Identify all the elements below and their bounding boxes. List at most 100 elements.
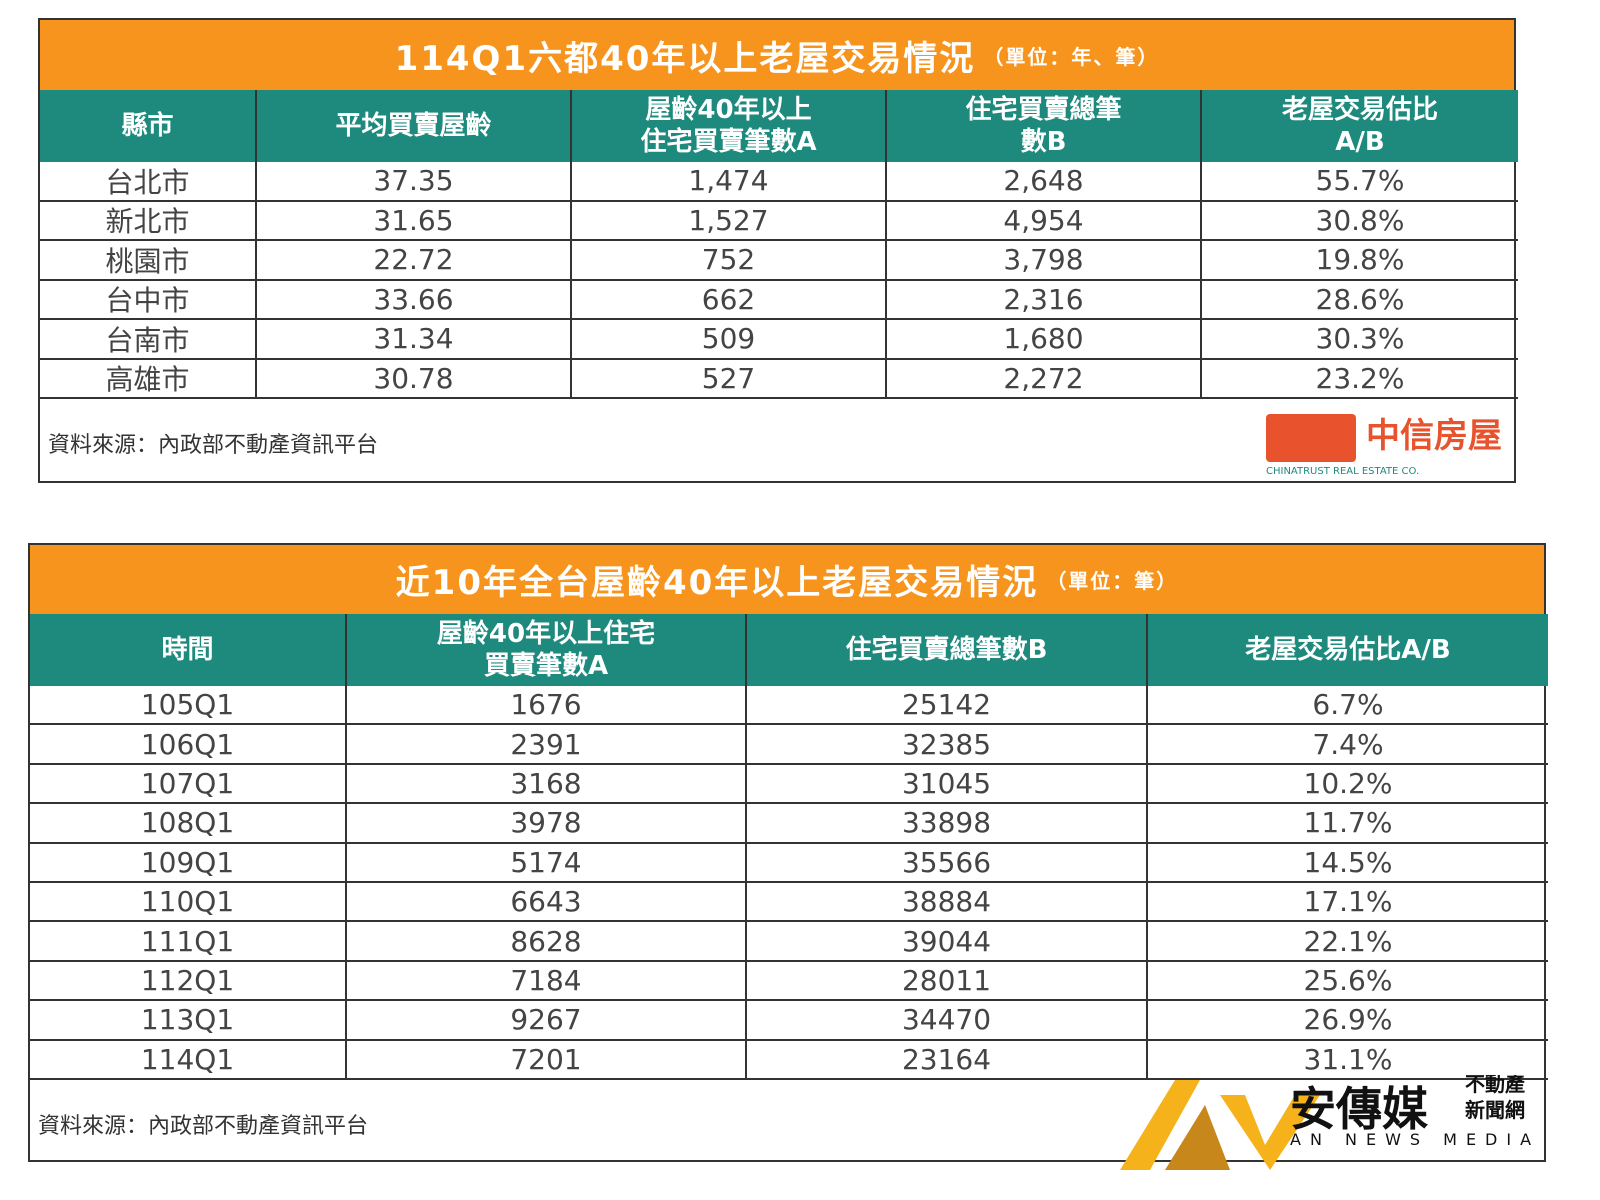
header-line: A/B [1335, 127, 1385, 157]
table: 近10年全台屋齡40年以上老屋交易情況 （單位：筆） 時間 屋齡40年以上住宅 買賣筆數… [28, 543, 1548, 1162]
table-cell: 509 [572, 320, 887, 360]
table-cell: 107Q1 [30, 764, 347, 805]
table-cell: 台北市 [40, 162, 257, 202]
table-cell: 9267 [347, 1001, 747, 1041]
table-cell: 17.1% [1148, 883, 1548, 923]
header-line: 平均買賣屋齡 [335, 111, 492, 141]
table-cell: 2,316 [887, 280, 1202, 320]
header-cell: 平均買賣屋齡 [257, 90, 572, 162]
table-cell: 55.7% [1202, 162, 1518, 202]
header-cell: 住宅買賣總筆數B [887, 90, 1202, 162]
header-line: 老屋交易估比A/B [1245, 635, 1451, 665]
header-line: 買賣筆數A [483, 651, 609, 681]
wm-name: 安傳媒 [1290, 1082, 1429, 1136]
table-cell: 25142 [747, 686, 1148, 726]
header-line: 時間 [161, 635, 214, 665]
logo-name: 中信房屋 [1366, 416, 1502, 456]
table-cell: 11.7% [1148, 804, 1548, 844]
logo-icon [1266, 414, 1356, 462]
table-cell: 2,272 [887, 359, 1202, 399]
table-cell: 30.8% [1202, 202, 1518, 241]
table-cell: 38884 [747, 883, 1148, 923]
table-cell: 31.65 [257, 201, 572, 241]
table-cell: 31.1% [1148, 1041, 1548, 1080]
table-cell: 33.66 [257, 280, 572, 320]
table-cell: 8628 [347, 922, 747, 962]
table-cell: 37.35 [257, 162, 572, 202]
table-cell: 1676 [347, 686, 747, 726]
table-cell: 108Q1 [30, 804, 347, 844]
table-cell: 34470 [747, 1001, 1148, 1041]
table-cell: 23164 [747, 1040, 1148, 1080]
header-line: 屋齡40年以上 [645, 95, 812, 125]
table-cell: 23.2% [1202, 360, 1518, 399]
table-cell: 22.1% [1148, 922, 1548, 962]
table-cell: 高雄市 [40, 359, 257, 399]
table: 114Q1六都40年以上老屋交易情況 （單位：年、筆） 縣市 平均買賣屋齡 屋齡40年以… [38, 18, 1518, 483]
table-cell: 752 [572, 241, 887, 281]
table-cell: 112Q1 [30, 961, 347, 1002]
header-line: 住宅買賣總筆 [965, 95, 1122, 125]
table-cell: 32385 [747, 725, 1148, 765]
table-cell: 39044 [747, 922, 1148, 962]
table-cell: 30.78 [257, 359, 572, 399]
table-cell: 1,680 [887, 320, 1202, 360]
table-cell: 台南市 [40, 320, 257, 360]
table-cell: 7184 [347, 961, 747, 1002]
table-cell: 7201 [347, 1040, 747, 1080]
unit-text: （單位：年、筆） [983, 44, 1160, 69]
table-cell: 10.2% [1148, 765, 1548, 805]
watermark: 安傳媒 不動產 新聞網 AN NEWS MEDIA [1120, 1075, 1540, 1170]
table-cell: 19.8% [1202, 241, 1518, 281]
table-cell: 1,527 [572, 201, 887, 241]
table-cell: 新北市 [40, 201, 257, 241]
table-cell: 3978 [347, 804, 747, 844]
title-text: 114Q1六都40年以上老屋交易情況 [394, 38, 976, 79]
table-cell: 5174 [347, 843, 747, 883]
wm-english: AN NEWS MEDIA [1290, 1130, 1540, 1149]
table-cell: 桃園市 [40, 241, 257, 281]
table-cell: 台中市 [40, 280, 257, 320]
header-line: 住宅買賣總筆數B [845, 635, 1048, 665]
table-cell: 35566 [747, 843, 1148, 883]
header-line: 數B [1020, 127, 1067, 157]
source-note: 資料來源：內政部不動產資訊平台 [48, 433, 379, 458]
table-cell: 109Q1 [30, 843, 347, 883]
header-line: 縣市 [121, 111, 174, 141]
table-title: 114Q1六都40年以上老屋交易情況 （單位：年、筆） [40, 20, 1514, 90]
table-cell: 6.7% [1148, 686, 1548, 726]
table-cell: 22.72 [257, 241, 572, 281]
table-cell: 28011 [747, 961, 1148, 1002]
table-cell: 6643 [347, 883, 747, 923]
wm-shape [1220, 1095, 1320, 1170]
wm-line1: 不動產 [1465, 1075, 1525, 1096]
unit-text: （單位：筆） [1046, 569, 1179, 593]
source-note: 資料來源：內政部不動產資訊平台 [38, 1114, 369, 1139]
header-cell: 老屋交易估比A/B [1148, 614, 1548, 686]
wm-shape [1120, 1080, 1200, 1170]
header-line: 老屋交易估比 [1281, 95, 1438, 125]
logo-english: CHINATRUST REAL ESTATE CO. [1266, 466, 1420, 477]
table-cell: 26.9% [1148, 1001, 1548, 1041]
title-text: 近10年全台屋齡40年以上老屋交易情況 [395, 563, 1039, 603]
table-cell: 662 [572, 280, 887, 320]
table-cell: 110Q1 [30, 883, 347, 923]
table-cell: 31045 [747, 764, 1148, 805]
table-cell: 113Q1 [30, 1001, 347, 1041]
table-cell: 1,474 [572, 162, 887, 202]
table-cell: 31.34 [257, 320, 572, 360]
header-cell: 縣市 [40, 90, 257, 162]
header-line: 屋齡40年以上住宅 [436, 619, 656, 649]
table-cell: 25.6% [1148, 962, 1548, 1002]
logo: 中信房屋 CHINATRUST REAL ESTATE CO. [1266, 414, 1516, 484]
table-cell: 14.5% [1148, 844, 1548, 883]
table-cell: 28.6% [1202, 281, 1518, 320]
header-line: 住宅買賣筆數A [640, 127, 817, 157]
wm-shape [1165, 1105, 1230, 1170]
header-cell: 屋齡40年以上住宅買賣筆數A [347, 614, 747, 686]
header-cell: 屋齡40年以上住宅買賣筆數A [572, 90, 887, 162]
table-cell: 4,954 [887, 201, 1202, 241]
table-cell: 527 [572, 359, 887, 399]
